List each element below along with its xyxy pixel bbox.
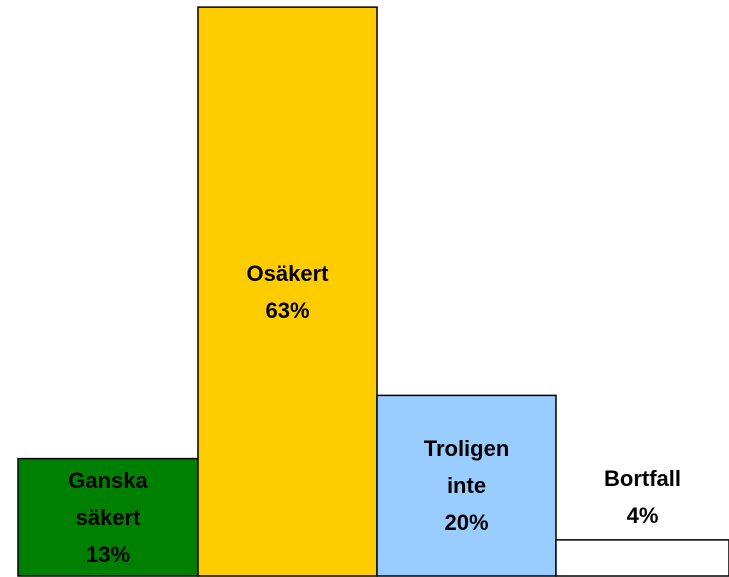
category-label: Ganska säkert bbox=[68, 467, 148, 530]
value-label: 4% bbox=[626, 502, 659, 528]
bar bbox=[555, 539, 729, 577]
category-label: Troligen inte bbox=[423, 436, 510, 499]
value-label: 20% bbox=[444, 510, 489, 536]
bar-label: Ganska säkert 13% bbox=[18, 462, 198, 573]
bar-label: Troligen inte 20% bbox=[377, 430, 556, 541]
bar-label: Bortfall 4% bbox=[556, 460, 729, 534]
bar bbox=[376, 394, 557, 577]
bar bbox=[17, 457, 199, 577]
bar bbox=[197, 6, 378, 577]
category-label: Osäkert bbox=[246, 260, 329, 286]
value-label: 63% bbox=[265, 297, 310, 323]
value-label: 13% bbox=[85, 541, 131, 567]
category-label: Bortfall bbox=[604, 465, 681, 491]
bar-label: Osäkert 63% bbox=[198, 255, 377, 329]
